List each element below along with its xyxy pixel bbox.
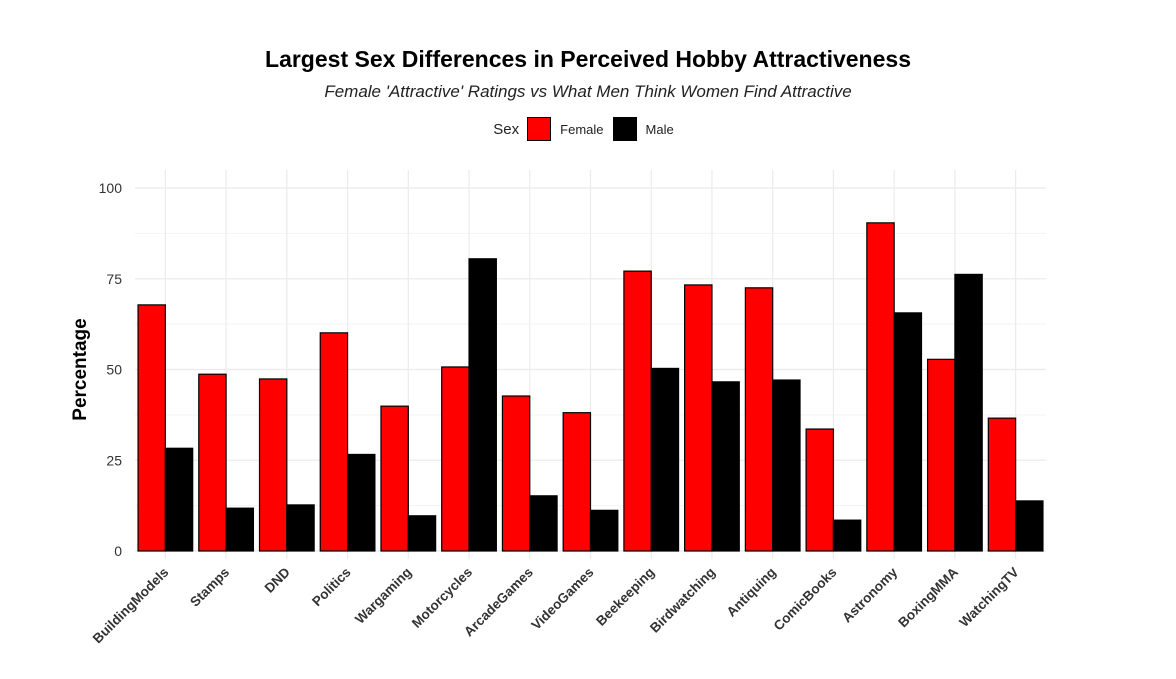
- legend-key-male: [612, 117, 637, 141]
- bar-male: [225, 507, 255, 552]
- x-tick-label: BoxingMMA: [895, 564, 961, 630]
- y-tick-label: 25: [106, 452, 122, 468]
- bar-male: [711, 381, 740, 552]
- x-tick-label: Stamps: [187, 565, 232, 610]
- y-tick-label: 75: [106, 271, 122, 287]
- legend: Sex Female Male: [0, 117, 1176, 141]
- bar-male: [286, 504, 315, 552]
- bar-male: [164, 447, 194, 552]
- x-tick-label: Beekeeping: [593, 565, 657, 629]
- x-tick-label: WatchingTV: [956, 565, 1021, 630]
- bar-female: [926, 358, 956, 552]
- x-tick-label: Motorcycles: [409, 565, 475, 631]
- bar-female: [441, 366, 470, 552]
- bar-male: [346, 453, 376, 552]
- legend-label-male: Male: [645, 121, 674, 137]
- y-tick-label: 100: [99, 180, 123, 196]
- chart-title: Largest Sex Differences in Perceived Hob…: [265, 46, 911, 72]
- bar-female: [987, 417, 1017, 552]
- bar-male: [529, 495, 558, 552]
- legend-key-female: [527, 117, 552, 141]
- x-tick-label: Birdwatching: [647, 565, 718, 636]
- bar-female: [198, 373, 227, 552]
- x-tick-label: Antiquing: [724, 565, 779, 620]
- x-tick-label: VideoGames: [528, 565, 596, 633]
- bar-male: [650, 367, 680, 552]
- bar-female: [137, 304, 166, 552]
- legend-label-female: Female: [560, 121, 604, 137]
- x-tick-label: Politics: [309, 565, 354, 610]
- bar-male: [893, 312, 923, 552]
- chart-subtitle: Female 'Attractive' Ratings vs What Men …: [324, 82, 852, 101]
- bar-female: [866, 222, 895, 552]
- bar-female: [684, 284, 713, 552]
- y-tick-label: 50: [106, 362, 122, 378]
- x-tick-label: ComicBooks: [771, 565, 840, 634]
- bar-female: [562, 412, 592, 552]
- y-tick-label: 0: [114, 543, 122, 559]
- bar-female: [319, 332, 349, 552]
- legend-title: Sex: [493, 120, 520, 138]
- y-axis-title: Percentage: [70, 318, 91, 420]
- bar-male: [832, 519, 862, 552]
- bar-male: [772, 379, 801, 552]
- bar-female: [744, 287, 774, 552]
- bar-female: [623, 270, 652, 552]
- x-tick-label: Astronomy: [839, 564, 900, 625]
- x-tick-label: DND: [262, 564, 293, 595]
- bar-male: [407, 515, 437, 552]
- bar-female: [805, 428, 835, 552]
- bar-male: [954, 273, 983, 552]
- x-tick-label: BuildingModels: [90, 565, 172, 647]
- bar-male: [468, 258, 497, 552]
- bar-female: [380, 405, 409, 552]
- bar-male: [589, 509, 619, 552]
- bar-male: [1015, 500, 1044, 552]
- bar-female: [258, 378, 288, 552]
- x-tick-label: Wargaming: [352, 565, 414, 627]
- bar-female: [501, 395, 531, 552]
